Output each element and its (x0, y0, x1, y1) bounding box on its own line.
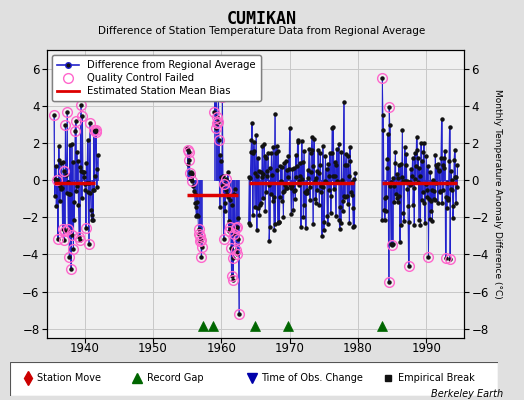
Text: 1980: 1980 (343, 342, 373, 354)
Text: Difference of Station Temperature Data from Regional Average: Difference of Station Temperature Data f… (99, 26, 425, 36)
Text: 1970: 1970 (275, 342, 304, 354)
Text: 1940: 1940 (70, 342, 100, 354)
Text: 1950: 1950 (138, 342, 168, 354)
FancyBboxPatch shape (10, 362, 498, 396)
Text: Empirical Break: Empirical Break (398, 373, 475, 383)
Text: 1990: 1990 (411, 342, 441, 354)
Text: 1960: 1960 (206, 342, 236, 354)
Text: Record Gap: Record Gap (147, 373, 203, 383)
Text: Berkeley Earth: Berkeley Earth (431, 389, 503, 399)
Y-axis label: Monthly Temperature Anomaly Difference (°C): Monthly Temperature Anomaly Difference (… (493, 89, 502, 299)
Text: Time of Obs. Change: Time of Obs. Change (261, 373, 363, 383)
Text: CUMIKAN: CUMIKAN (227, 10, 297, 28)
Text: Station Move: Station Move (37, 373, 101, 383)
Legend: Difference from Regional Average, Quality Control Failed, Estimated Station Mean: Difference from Regional Average, Qualit… (52, 55, 261, 101)
